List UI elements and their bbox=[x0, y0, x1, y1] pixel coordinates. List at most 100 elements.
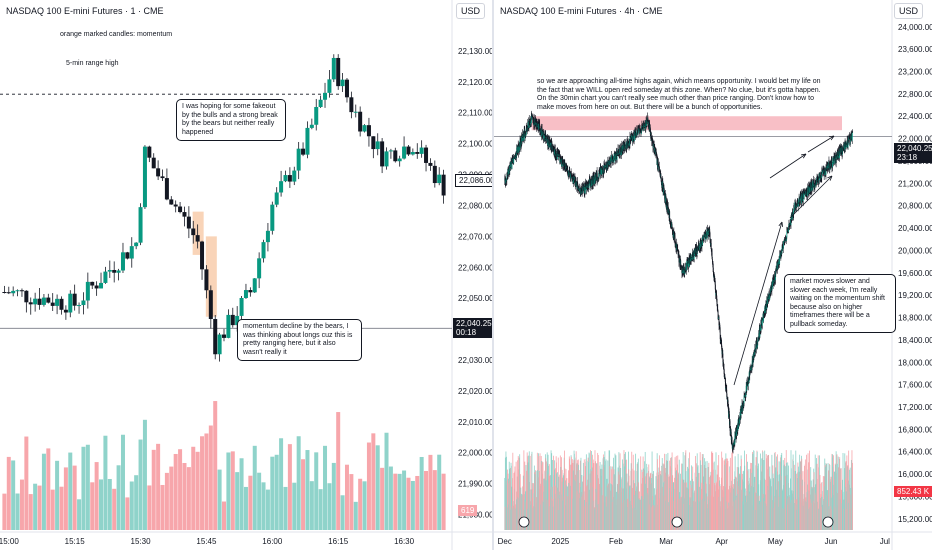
volume-bar bbox=[99, 479, 104, 530]
volume-bar bbox=[514, 466, 516, 530]
volume-bar bbox=[248, 475, 253, 530]
volume-bar bbox=[650, 478, 652, 530]
candle-body bbox=[715, 284, 716, 290]
volume-bar bbox=[762, 451, 764, 530]
candle-body bbox=[707, 232, 709, 235]
candle-body bbox=[522, 134, 524, 141]
volume-bar bbox=[340, 495, 345, 530]
volume-bar bbox=[809, 480, 811, 530]
candle-body bbox=[99, 282, 104, 289]
volume-bar bbox=[661, 458, 663, 530]
candle-body bbox=[680, 260, 682, 266]
replay-icon bbox=[518, 516, 530, 528]
volume-bar bbox=[724, 459, 726, 530]
left-symbol-title[interactable]: NASDAQ 100 E-mini Futures · 1 · CME bbox=[6, 6, 164, 16]
candle-body bbox=[533, 119, 535, 126]
candle-body bbox=[441, 174, 446, 196]
right-chart-pane[interactable]: 24,000.00 23,600.00 23,200.00 22,800.00 22,4… bbox=[494, 0, 932, 550]
pane-divider[interactable] bbox=[492, 0, 494, 550]
volume-bar bbox=[835, 464, 836, 530]
volume-bar bbox=[829, 481, 831, 530]
left-currency-button[interactable]: USD bbox=[456, 3, 486, 19]
volume-bar bbox=[602, 454, 604, 530]
candle-body bbox=[576, 181, 577, 186]
candle-body bbox=[116, 270, 121, 273]
candle-body bbox=[85, 281, 90, 301]
candle-body bbox=[844, 143, 846, 150]
volume-bar bbox=[402, 470, 407, 530]
trend-arrow-lower-head bbox=[827, 175, 833, 181]
candle-body bbox=[746, 383, 748, 392]
right-symbol-title[interactable]: NASDAQ 100 E-mini Futures · 4h · CME bbox=[500, 6, 663, 16]
volume-bar bbox=[552, 460, 553, 530]
candle-body bbox=[821, 171, 823, 175]
volume-bar bbox=[658, 467, 660, 530]
volume-bar bbox=[814, 454, 816, 530]
volume-bar bbox=[186, 467, 191, 530]
volume-bar bbox=[406, 477, 411, 530]
left-callout-top[interactable]: I was hoping for some fakeout by the bul… bbox=[176, 99, 286, 141]
candle-body bbox=[37, 298, 42, 305]
candle-body bbox=[81, 300, 86, 306]
right-callout[interactable]: market moves slower and slower each week… bbox=[784, 274, 896, 333]
volume-bar bbox=[169, 466, 174, 530]
candle-body bbox=[807, 185, 809, 193]
candle-body bbox=[671, 224, 673, 228]
volume-bar bbox=[147, 485, 152, 530]
candle-body bbox=[393, 150, 398, 162]
candle-body bbox=[523, 130, 525, 140]
volume-bar bbox=[226, 452, 231, 530]
trend-arrow-upper-head bbox=[801, 153, 807, 159]
candle-body bbox=[766, 299, 768, 303]
right-currency-button[interactable]: USD bbox=[894, 3, 924, 19]
right-x-tick-label: 2025 bbox=[551, 537, 569, 546]
candle-body bbox=[778, 260, 780, 265]
volume-bar bbox=[517, 460, 519, 530]
volume-bar bbox=[204, 433, 209, 530]
candle-body bbox=[362, 125, 367, 132]
candle-body bbox=[530, 114, 532, 124]
candle-body bbox=[710, 242, 712, 249]
candle-body bbox=[305, 127, 310, 155]
candle-body bbox=[353, 111, 358, 113]
volume-bar bbox=[366, 442, 371, 530]
volume-bar bbox=[802, 471, 804, 530]
left-x-tick-label: 15:15 bbox=[65, 537, 86, 546]
right-y-tick-label: 19,200.00 bbox=[898, 291, 932, 300]
volume-bar bbox=[659, 455, 660, 530]
volume-bar bbox=[751, 472, 753, 530]
candle-body bbox=[833, 158, 835, 165]
candle-body bbox=[734, 435, 736, 445]
volume-bar bbox=[771, 454, 773, 530]
right-y-tick-label: 16,000.00 bbox=[898, 470, 932, 479]
candle-body bbox=[555, 149, 556, 156]
volume-bar bbox=[529, 455, 531, 530]
volume-bar bbox=[112, 488, 117, 530]
candle-body bbox=[802, 192, 804, 202]
candle-body bbox=[41, 297, 46, 305]
left-chart-canvas[interactable]: 22,130.00 22,120.00 22,110.00 22,100.00 22,0… bbox=[0, 0, 492, 550]
candle-body bbox=[851, 131, 853, 141]
candle-body bbox=[533, 123, 535, 126]
volume-bar bbox=[592, 459, 594, 530]
volume-bar bbox=[837, 456, 839, 530]
candle-body bbox=[191, 228, 196, 236]
candle-body bbox=[314, 106, 319, 125]
candle-body bbox=[709, 229, 711, 233]
volume-bar bbox=[510, 465, 512, 530]
right-chart-canvas[interactable]: 24,000.00 23,600.00 23,200.00 22,800.00 22,4… bbox=[494, 0, 932, 550]
candle-body bbox=[432, 165, 437, 184]
candle-body bbox=[659, 171, 661, 174]
volume-bar bbox=[15, 493, 20, 530]
left-callout-bottom[interactable]: momentum decline by the bears, I was thi… bbox=[237, 319, 362, 361]
left-chart-pane[interactable]: 22,130.00 22,120.00 22,110.00 22,100.00 22,0… bbox=[0, 0, 492, 550]
volume-bar bbox=[90, 482, 95, 530]
volume-bar bbox=[708, 462, 710, 530]
candle-body bbox=[763, 316, 764, 322]
candle-body bbox=[103, 271, 108, 283]
candle-body bbox=[576, 181, 578, 188]
candle-body bbox=[265, 230, 270, 243]
candle-body bbox=[683, 266, 685, 270]
candle-body bbox=[72, 293, 77, 306]
volume-bar bbox=[524, 461, 526, 530]
